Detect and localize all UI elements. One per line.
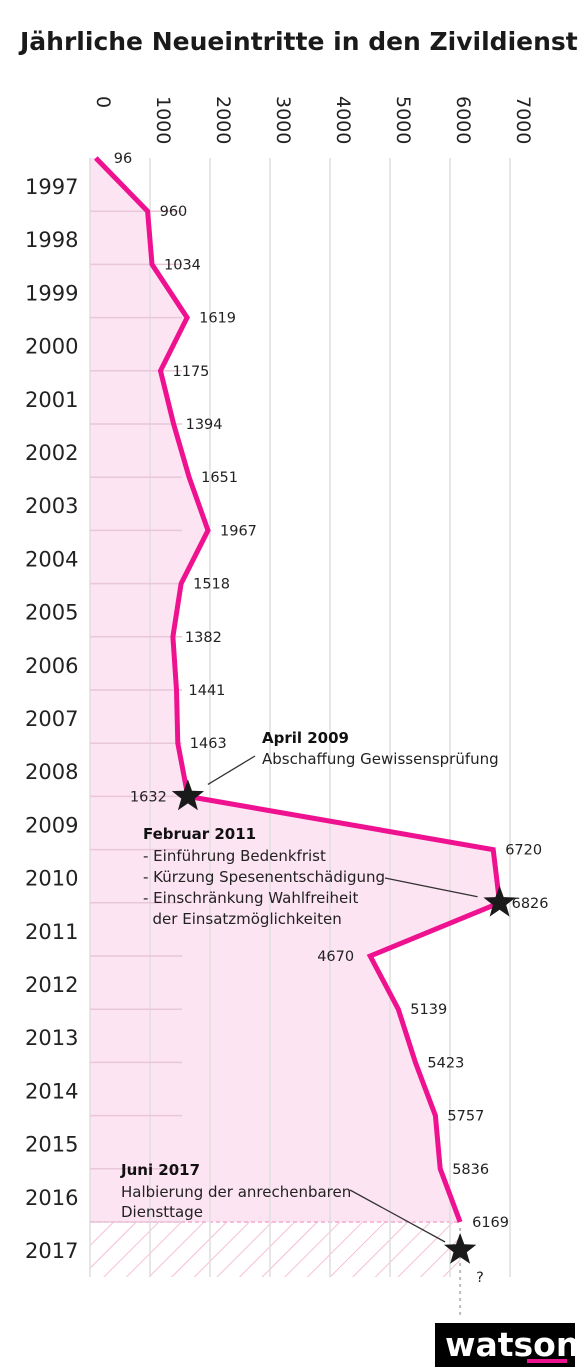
annotation-februar-2011: Februar 2011 - Einführung Bedenkfrist - …: [143, 825, 385, 928]
area-fill: [90, 158, 500, 1277]
value-label: 4670: [317, 949, 354, 965]
chart-title: Jährliche Neueintritte in den Zivildiens…: [18, 27, 578, 56]
x-tick-label: 4000: [332, 96, 354, 144]
leader-line: [349, 1189, 446, 1243]
x-tick-label: 2000: [212, 96, 234, 144]
value-label: 1382: [185, 630, 222, 646]
value-label: 1651: [201, 470, 238, 486]
x-axis-ticks: 0 1000 2000 3000 4000 5000 6000 7000: [92, 96, 534, 144]
year-label: 2015: [25, 1133, 78, 1157]
year-label: 1998: [25, 228, 78, 252]
year-label: 2009: [25, 813, 78, 837]
value-label: 5423: [427, 1055, 464, 1071]
value-label: 1967: [220, 523, 257, 539]
value-label: 6826: [512, 896, 549, 912]
annotation-line: - Kürzung Spesenentschädigung: [143, 868, 385, 886]
leader-line: [384, 877, 478, 898]
value-label: 96: [114, 151, 132, 167]
logo-accent: [527, 1359, 567, 1363]
year-label: 2016: [25, 1186, 78, 1210]
annotation-line: - Einschränkung Wahlfreiheit: [143, 889, 358, 907]
event-star-marker: [171, 779, 205, 811]
value-label: 5757: [447, 1109, 484, 1125]
unknown-value-label: ?: [476, 1270, 484, 1286]
year-label: 2014: [25, 1079, 78, 1103]
gridlines: [89, 158, 511, 1277]
year-label: 2006: [25, 654, 78, 678]
annotation-title: April 2009: [262, 729, 349, 747]
year-label: 2012: [25, 973, 78, 997]
year-label: 2004: [25, 547, 78, 571]
x-tick-label: 1000: [152, 96, 174, 144]
year-label: 2008: [25, 760, 78, 784]
annotation-april-2009: April 2009 Abschaffung Gewissensprüfung: [262, 729, 499, 768]
annotation-leaders: [207, 755, 478, 1243]
annotation-juni-2017: Juni 2017 Halbierung der anrechenbaren D…: [120, 1161, 351, 1221]
area-unknown-hatched: [90, 1222, 461, 1277]
value-label: 5139: [410, 1002, 447, 1018]
x-tick-label: 6000: [452, 96, 474, 144]
value-label: 1034: [164, 257, 201, 273]
value-label: 1632: [130, 789, 167, 805]
year-label: 2001: [25, 388, 78, 412]
value-label: 1463: [190, 736, 227, 752]
value-label: 1619: [199, 311, 236, 327]
value-label: 1394: [186, 417, 223, 433]
x-tick-label: 7000: [512, 96, 534, 144]
event-star-marker: [483, 885, 516, 917]
logo-text: watson: [445, 1325, 579, 1364]
year-label: 2017: [25, 1239, 78, 1263]
value-label: 960: [160, 204, 188, 220]
watson-logo: watson: [435, 1323, 579, 1367]
value-label: 1518: [193, 577, 230, 593]
x-tick-label: 0: [92, 96, 114, 108]
value-label: 1441: [189, 683, 226, 699]
event-markers: [171, 779, 516, 1264]
x-tick-label: 3000: [272, 96, 294, 144]
value-label: 1175: [173, 364, 210, 380]
year-label: 2002: [25, 441, 78, 465]
year-label: 1999: [25, 281, 78, 305]
annotation-line: Halbierung der anrechenbaren: [121, 1183, 351, 1201]
event-star-marker: [444, 1233, 477, 1264]
annotation-line: - Einführung Bedenkfrist: [143, 847, 326, 865]
value-label: 5836: [452, 1162, 489, 1178]
leader-line: [207, 755, 256, 785]
series-line-path: [94, 156, 503, 1223]
value-labels: 96 960 1034 1619 1175 1394 1651 1967 1518 1382 144…: [114, 151, 549, 1286]
area-known: [90, 158, 500, 1222]
annotation-title: Juni 2017: [120, 1161, 200, 1179]
year-label: 2013: [25, 1026, 78, 1050]
year-label: 2007: [25, 707, 78, 731]
annotation-line: Abschaffung Gewissensprüfung: [262, 750, 499, 768]
value-label: 6169: [472, 1215, 509, 1231]
value-label: 6720: [505, 843, 542, 859]
year-label: 2010: [25, 867, 78, 891]
year-label: 2003: [25, 494, 78, 518]
year-label: 1997: [25, 175, 78, 199]
x-tick-label: 5000: [392, 96, 414, 144]
year-label: 2011: [25, 920, 78, 944]
year-label: 2005: [25, 601, 78, 625]
annotation-title: Februar 2011: [143, 825, 256, 843]
annotation-line: Diensttage: [121, 1203, 203, 1221]
year-label: 2000: [25, 335, 78, 359]
annotation-line: der Einsatzmöglichkeiten: [143, 910, 342, 928]
year-labels: 1997 1998 1999 2000 2001 2002 2003 2004 2005 2006…: [25, 175, 78, 1263]
